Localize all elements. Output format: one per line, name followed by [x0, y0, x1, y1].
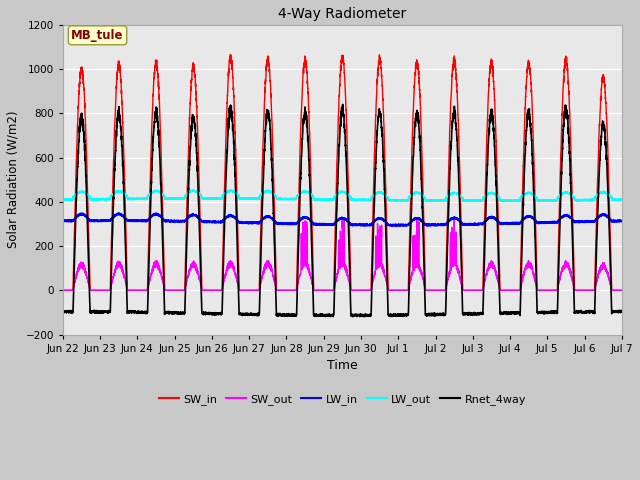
LW_out [470, 198, 478, 204]
SW_in [437, 288, 445, 293]
Y-axis label: Solar Radiation (W/m2): Solar Radiation (W/m2) [7, 111, 20, 249]
LW_in [437, 222, 445, 228]
SW_out [468, 288, 476, 293]
SW_out [618, 288, 625, 293]
SW_out [436, 288, 444, 293]
Rnet_4way [618, 309, 626, 314]
Legend: SW_in, SW_out, LW_in, LW_out, Rnet_4way: SW_in, SW_out, LW_in, LW_out, Rnet_4way [154, 390, 531, 409]
SW_in [227, 51, 234, 57]
SW_out [451, 215, 458, 220]
LW_out [618, 197, 626, 203]
SW_out [500, 288, 508, 293]
Rnet_4way [159, 264, 167, 269]
Line: LW_in: LW_in [63, 213, 622, 226]
Line: SW_out: SW_out [63, 217, 622, 290]
LW_in [618, 218, 626, 224]
LW_out [59, 196, 67, 202]
Rnet_4way [618, 308, 625, 313]
SW_in [618, 288, 625, 293]
Title: 4-Way Radiometer: 4-Way Radiometer [278, 7, 406, 21]
Line: LW_out: LW_out [63, 190, 622, 201]
LW_out [189, 187, 197, 193]
LW_in [618, 217, 625, 223]
SW_in [159, 233, 167, 239]
SW_in [322, 288, 330, 293]
LW_in [500, 221, 508, 227]
Rnet_4way [322, 314, 330, 320]
LW_in [59, 218, 67, 224]
SW_out [59, 288, 67, 293]
LW_in [159, 216, 167, 222]
LW_in [322, 222, 330, 228]
Rnet_4way [468, 312, 476, 318]
SW_in [59, 288, 67, 293]
Rnet_4way [356, 314, 364, 320]
SW_in [468, 288, 476, 293]
LW_in [394, 223, 401, 229]
SW_out [322, 288, 330, 293]
LW_out [500, 197, 508, 203]
LW_out [468, 198, 476, 204]
Rnet_4way [339, 101, 346, 107]
Rnet_4way [500, 311, 508, 317]
Rnet_4way [59, 309, 67, 315]
Line: SW_in: SW_in [63, 54, 622, 290]
SW_out [618, 288, 626, 293]
SW_out [159, 281, 167, 287]
Rnet_4way [437, 312, 445, 318]
LW_out [159, 192, 167, 197]
LW_out [618, 197, 625, 203]
LW_out [437, 198, 445, 204]
LW_in [115, 210, 123, 216]
LW_in [468, 222, 476, 228]
SW_in [500, 288, 508, 293]
Text: MB_tule: MB_tule [71, 29, 124, 42]
SW_in [618, 288, 626, 293]
LW_out [322, 197, 330, 203]
X-axis label: Time: Time [327, 359, 358, 372]
Line: Rnet_4way: Rnet_4way [63, 104, 622, 317]
